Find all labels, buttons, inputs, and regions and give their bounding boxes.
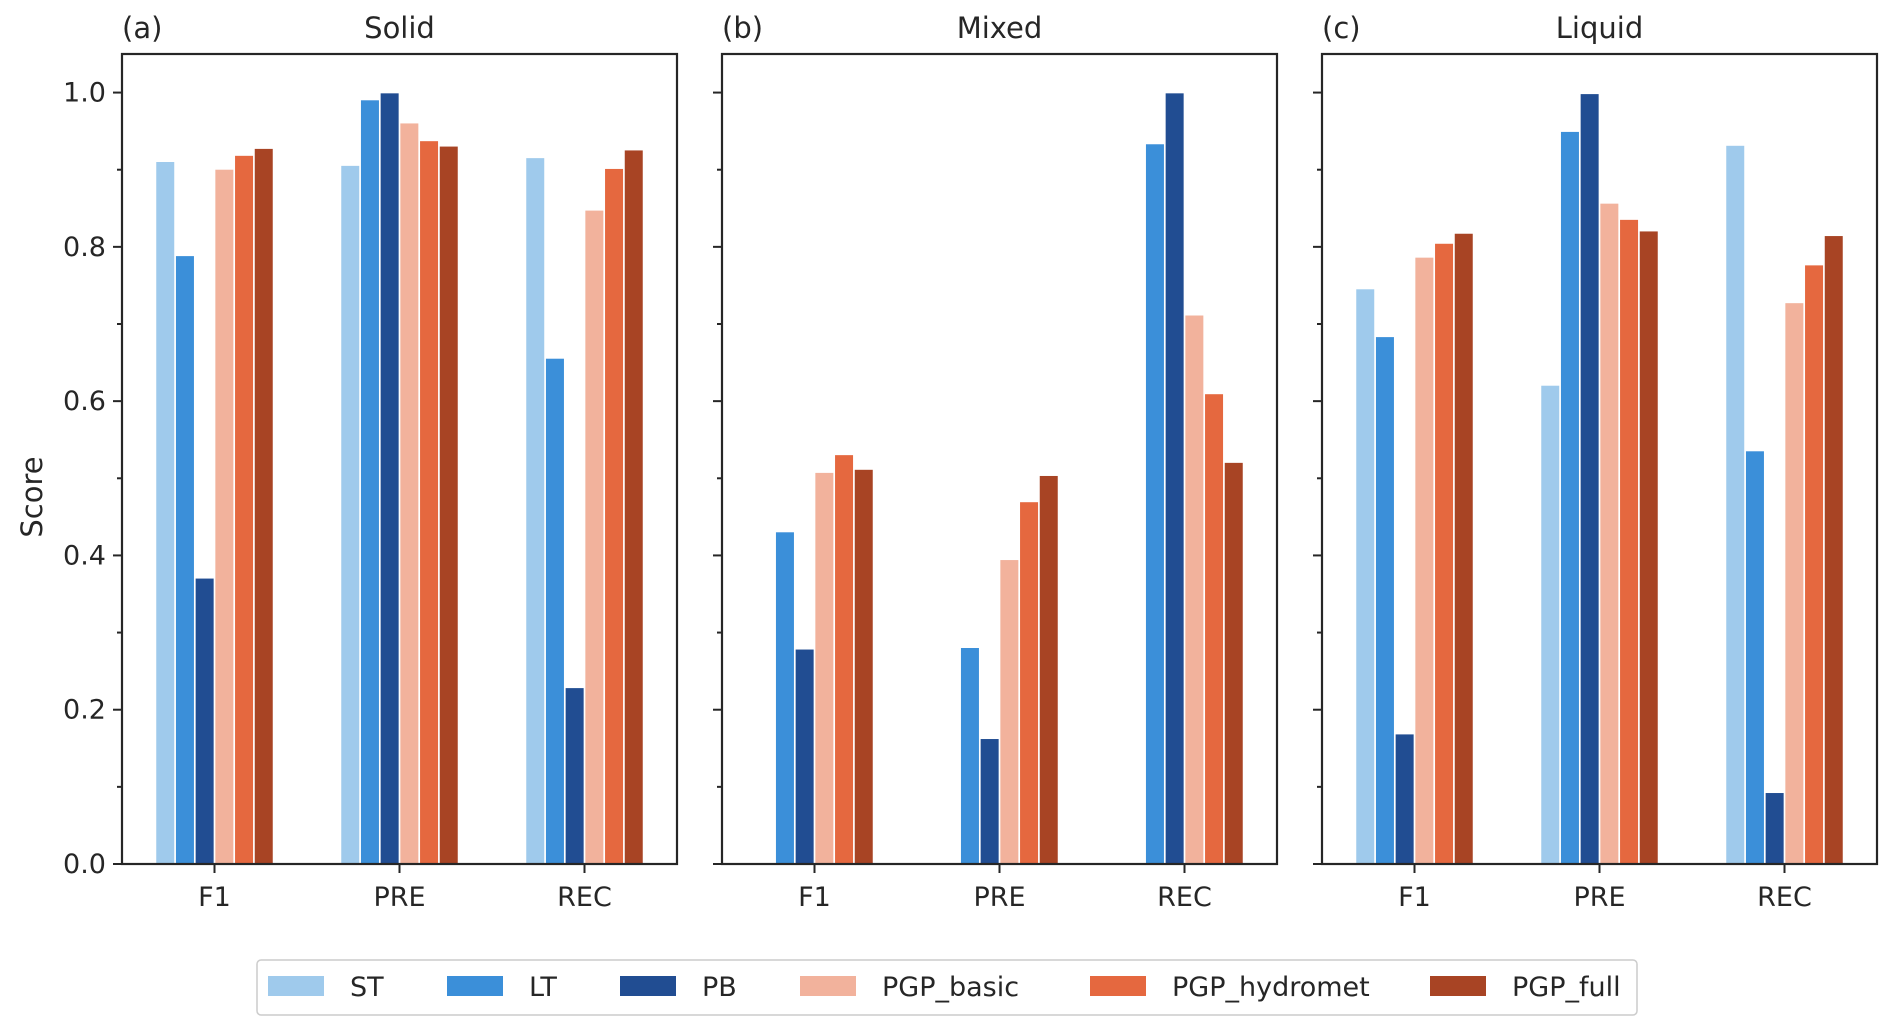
y-tick-label: 1.0	[63, 78, 106, 109]
bar-lt-f1	[1375, 337, 1394, 864]
bar-pb-f1	[195, 578, 214, 864]
bar-pb-rec	[1165, 93, 1184, 865]
bar-pb-rec	[1765, 793, 1784, 864]
x-tick-label-f1: F1	[1398, 882, 1431, 913]
x-tick-label-pre: PRE	[973, 882, 1025, 913]
bar-lt-pre	[1560, 131, 1579, 864]
bar-pb-pre	[1580, 94, 1599, 865]
y-axis-label: Score	[15, 456, 49, 537]
bar-pgp_hydromet-pre	[1020, 502, 1039, 864]
panel-mixed: F1 PRE REC (b) Mixed	[713, 11, 1279, 913]
bar-lt-pre	[360, 100, 379, 865]
bar-pb-pre	[380, 93, 399, 865]
bar-pgp_hydromet-f1	[235, 155, 254, 864]
y-tick-label: 0.4	[63, 540, 106, 571]
bar-pgp_hydromet-f1	[835, 455, 854, 864]
legend-swatch-lt	[447, 976, 503, 996]
panel-label: (c)	[1322, 11, 1361, 45]
bar-pgp_full-rec	[1824, 236, 1843, 864]
bar-pgp_basic-rec	[585, 210, 604, 865]
bar-pgp_basic-f1	[815, 472, 834, 864]
bar-pgp_hydromet-pre	[420, 141, 439, 865]
panel-title: Liquid	[1556, 11, 1643, 45]
bar-pb-rec	[565, 688, 584, 864]
x-tick-label-rec: REC	[1757, 882, 1812, 913]
legend-label-pgp_basic: PGP_basic	[882, 972, 1019, 1003]
x-tick-label-pre: PRE	[373, 882, 425, 913]
legend-swatch-pgp_full	[1430, 976, 1486, 996]
bar-pgp_basic-f1	[215, 169, 234, 864]
legend-label-pgp_hydromet: PGP_hydromet	[1172, 972, 1370, 1003]
bar-pgp_full-f1	[854, 469, 873, 864]
legend-label-pgp_full: PGP_full	[1512, 972, 1621, 1003]
bar-pgp_hydromet-f1	[1435, 243, 1454, 864]
legend-swatch-pgp_basic	[800, 976, 856, 996]
bar-pb-f1	[1395, 734, 1414, 864]
bar-pgp_basic-pre	[400, 123, 419, 865]
panel-solid: 0.0 0.2 0.4 0.6 0.8 1.0 F1 PRE REC (a) Solid	[63, 11, 679, 913]
bar-st-pre	[341, 165, 360, 865]
bar-lt-rec	[1145, 144, 1164, 864]
panels: 0.0 0.2 0.4 0.6 0.8 1.0 F1 PRE REC (a) Solid F1 PRE R…	[63, 11, 1879, 913]
bar-lt-pre	[960, 648, 979, 864]
legend-swatch-st	[268, 976, 324, 996]
bar-pgp_basic-pre	[1600, 203, 1619, 864]
bar-lt-f1	[175, 256, 194, 864]
bar-pgp_basic-rec	[1785, 303, 1804, 864]
legend-label-lt: LT	[529, 972, 557, 1003]
bar-st-f1	[156, 162, 175, 864]
bar-st-rec	[526, 158, 545, 864]
x-tick-label-pre: PRE	[1573, 882, 1625, 913]
bar-pgp_hydromet-rec	[1205, 394, 1224, 864]
legend-frame	[256, 959, 1638, 1016]
bar-pgp_hydromet-pre	[1620, 219, 1639, 865]
bar-pb-pre	[980, 739, 999, 864]
x-tick-label-rec: REC	[557, 882, 612, 913]
bar-pgp_hydromet-rec	[1805, 265, 1824, 864]
bar-st-pre	[1541, 385, 1560, 864]
bar-pgp_basic-pre	[1000, 560, 1019, 864]
bar-pgp_hydromet-rec	[605, 168, 624, 864]
x-tick-label-rec: REC	[1157, 882, 1212, 913]
bar-st-f1	[1356, 289, 1375, 864]
panel-liquid: F1 PRE REC (c) Liquid	[1313, 11, 1879, 913]
bar-st-rec	[1726, 145, 1745, 865]
bar-pb-f1	[795, 649, 814, 864]
y-tick-label: 0.2	[63, 695, 106, 726]
panel-label: (b)	[722, 11, 763, 45]
legend-label-pb: PB	[702, 972, 737, 1003]
bar-pgp_full-pre	[1039, 475, 1058, 864]
legend: ST LT PB PGP_basic PGP_hydromet PGP_full	[256, 959, 1638, 1016]
bar-pgp_full-rec	[1224, 462, 1243, 864]
legend-swatch-pb	[620, 976, 676, 996]
y-tick-label: 0.8	[63, 232, 106, 263]
y-tick-label: 0.6	[63, 386, 106, 417]
legend-swatch-pgp_hydromet	[1090, 976, 1146, 996]
bar-pgp_basic-rec	[1185, 315, 1204, 864]
bar-pgp_full-f1	[254, 148, 273, 864]
panel-title: Solid	[364, 11, 435, 45]
y-tick-label: 0.0	[63, 849, 106, 880]
panel-title: Mixed	[957, 11, 1043, 45]
bar-pgp_full-f1	[1454, 233, 1473, 865]
legend-label-st: ST	[350, 972, 384, 1003]
bar-pgp_full-pre	[439, 146, 458, 864]
bar-pgp_full-rec	[624, 150, 643, 864]
bar-pgp_basic-f1	[1415, 257, 1434, 864]
x-tick-label-f1: F1	[798, 882, 831, 913]
bar-pgp_full-pre	[1639, 231, 1658, 864]
bar-lt-f1	[775, 532, 794, 864]
bar-lt-rec	[545, 358, 564, 864]
panel-label: (a)	[122, 11, 162, 45]
bar-lt-rec	[1745, 451, 1764, 864]
x-tick-label-f1: F1	[198, 882, 231, 913]
